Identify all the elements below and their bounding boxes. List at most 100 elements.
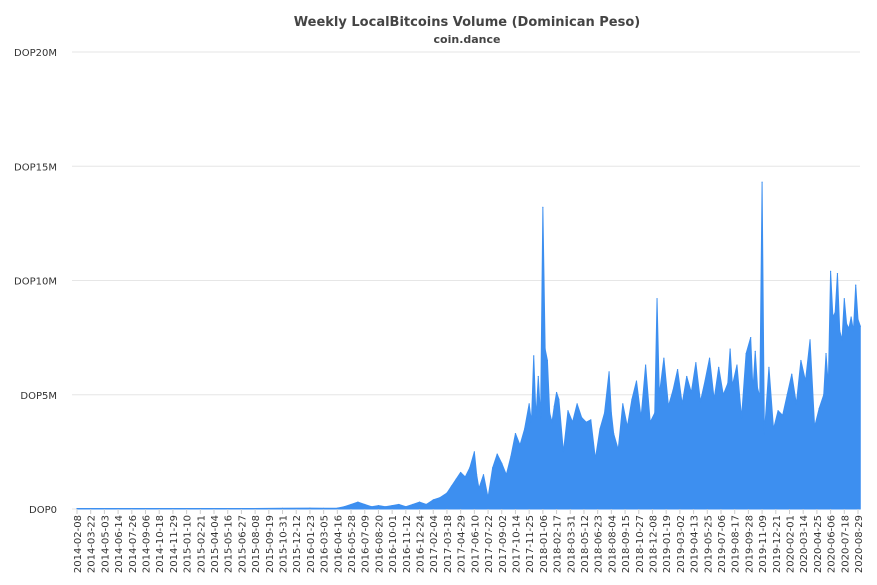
data-point <box>455 478 457 480</box>
data-point <box>667 405 670 407</box>
x-tick-label: 2019-01-19 <box>662 515 673 573</box>
x-tick-label: 2016-12-24 <box>416 515 427 573</box>
data-point <box>708 357 711 359</box>
data-point <box>834 311 836 314</box>
data-point <box>364 503 366 506</box>
data-point <box>761 181 763 183</box>
data-point <box>432 499 434 501</box>
data-point <box>804 380 807 382</box>
data-point <box>852 330 855 332</box>
data-point <box>492 467 494 469</box>
data-point <box>542 206 544 208</box>
data-point <box>745 353 747 355</box>
data-point <box>832 316 834 318</box>
y-tick-label: DOP15M <box>14 162 57 173</box>
x-tick-label: 2015-08-08 <box>251 515 262 573</box>
x-tick-label: 2016-07-09 <box>361 515 372 573</box>
data-point <box>535 417 537 419</box>
x-tick-label: 2017-10-14 <box>511 515 522 573</box>
data-point <box>391 504 393 507</box>
y-tick-label: DOP5M <box>20 391 57 402</box>
data-point <box>357 501 359 503</box>
data-point <box>562 451 565 453</box>
x-tick-label: 2019-08-17 <box>731 515 742 573</box>
x-tick-label: 2018-10-27 <box>635 515 646 573</box>
data-point <box>676 369 679 371</box>
x-tick-label: 2020-02-01 <box>785 515 796 573</box>
x-tick-label: 2019-03-02 <box>676 515 687 573</box>
data-point <box>756 387 759 389</box>
data-point <box>473 451 475 453</box>
data-point <box>658 394 660 396</box>
y-tick-label: DOP0 <box>29 505 57 516</box>
x-tick-label: 2018-08-04 <box>607 515 618 573</box>
x-tick-label: 2015-06-27 <box>237 515 248 573</box>
data-point <box>631 398 633 400</box>
x-tick-label: 2014-05-03 <box>100 515 111 573</box>
x-tick-label: 2015-02-21 <box>196 515 207 573</box>
x-tick-label: 2018-01-06 <box>539 515 550 573</box>
data-point <box>350 503 352 506</box>
data-point <box>528 403 530 405</box>
chart-subtitle: coin.dance <box>434 33 501 46</box>
data-point <box>377 504 380 507</box>
data-point <box>622 403 624 405</box>
data-point <box>412 503 414 506</box>
data-point <box>827 385 829 387</box>
plot-area <box>76 181 861 510</box>
data-point <box>841 339 843 341</box>
data-point <box>814 426 816 428</box>
data-point <box>656 298 658 300</box>
data-point <box>555 391 558 394</box>
data-point <box>649 421 651 423</box>
x-tick-label: 2017-03-18 <box>443 515 454 573</box>
data-point <box>754 350 756 352</box>
x-tick-label: 2019-09-28 <box>744 515 755 573</box>
data-point <box>782 414 784 416</box>
data-point <box>791 373 793 375</box>
x-tick-label: 2017-02-04 <box>429 515 440 573</box>
x-axis: 2014-02-08 2014-03-22 2014-05-03 2014-06-14… <box>73 509 865 573</box>
x-tick-label: 2015-09-19 <box>265 515 276 573</box>
x-tick-label: 2018-09-15 <box>621 515 632 573</box>
x-tick-label: 2016-04-16 <box>333 515 344 573</box>
x-tick-label: 2018-06-23 <box>594 515 605 573</box>
data-point <box>446 492 448 494</box>
data-point <box>281 507 284 509</box>
data-point <box>418 501 421 503</box>
chart-title: Weekly LocalBitcoins Volume (Dominican P… <box>294 15 640 30</box>
data-point <box>384 506 386 508</box>
data-point <box>487 496 489 499</box>
data-point <box>581 417 583 419</box>
data-point <box>158 507 160 510</box>
data-point <box>469 467 471 469</box>
data-point <box>823 394 825 396</box>
data-point <box>496 453 498 455</box>
data-point <box>370 506 373 508</box>
data-point <box>553 405 555 407</box>
data-point <box>699 401 702 403</box>
data-point <box>857 318 859 320</box>
data-point <box>830 270 832 272</box>
data-point <box>818 407 820 410</box>
data-point <box>731 385 734 387</box>
data-point <box>476 474 478 476</box>
x-tick-label: 2017-07-22 <box>484 515 495 573</box>
data-point <box>617 448 619 451</box>
x-tick-label: 2016-08-20 <box>374 515 385 573</box>
data-point <box>843 298 845 300</box>
data-point <box>240 507 243 510</box>
data-point <box>845 323 848 325</box>
data-point <box>519 444 521 446</box>
data-point <box>117 507 119 510</box>
data-point <box>523 428 526 430</box>
data-point <box>727 382 729 384</box>
data-point <box>405 506 407 508</box>
data-point <box>551 421 553 423</box>
x-tick-label: 2019-11-09 <box>758 515 769 573</box>
data-point <box>663 357 665 359</box>
x-tick-label: 2014-03-22 <box>87 515 98 573</box>
data-point <box>558 398 560 400</box>
y-tick-label: DOP20M <box>14 48 57 59</box>
volume-area-series <box>76 181 861 510</box>
